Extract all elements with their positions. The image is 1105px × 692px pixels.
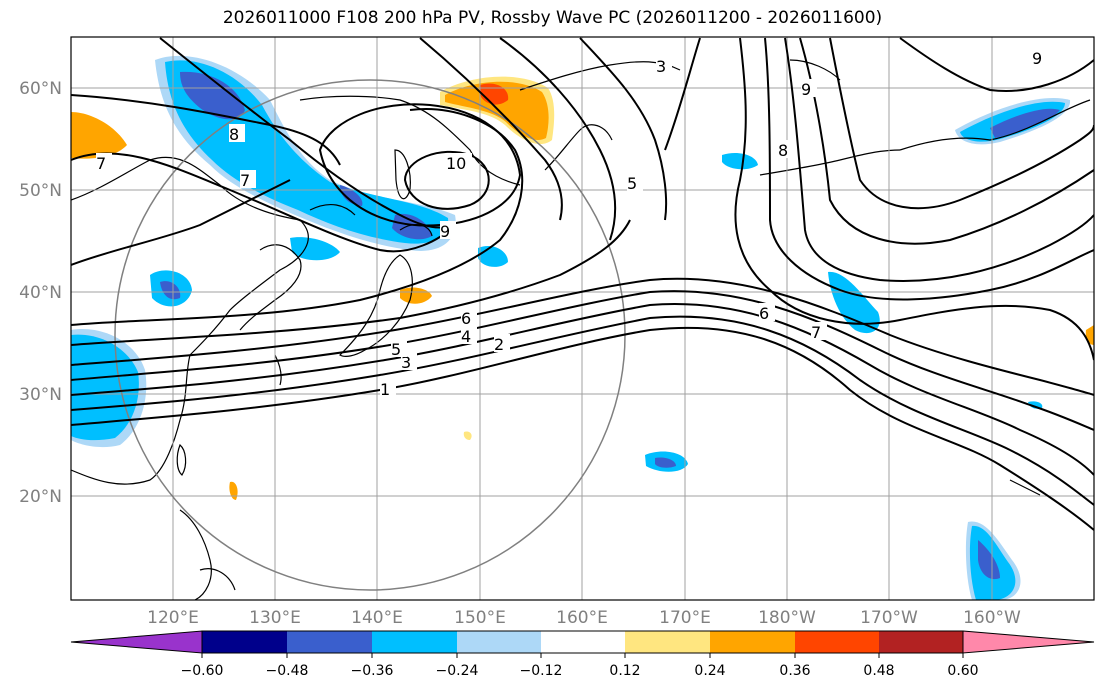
contour-label: 9 <box>440 222 450 241</box>
contour-label: 8 <box>778 141 788 160</box>
lon-axis: 120°E 130°E 140°E 150°E 160°E 170°E 180°… <box>147 608 1021 628</box>
colorbar-tick-label: 0.48 <box>863 663 894 679</box>
lon-tick-label: 150°E <box>454 608 506 628</box>
contour-label: 3 <box>656 57 666 76</box>
positive-anomaly-shading <box>71 76 1094 500</box>
contour-label: 6 <box>759 304 769 323</box>
lat-tick-label: 20°N <box>19 487 62 507</box>
lon-tick-label: 140°E <box>351 608 403 628</box>
contour-label: 7 <box>811 323 821 342</box>
colorbar-tick-label: 0.36 <box>779 663 810 679</box>
contour-labels: 1 2 3 4 5 6 7 8 9 10 3 5 6 7 <box>96 48 1048 399</box>
contour-label: 4 <box>461 327 471 346</box>
contour-label: 7 <box>96 154 106 173</box>
contour-label: 10 <box>446 154 466 173</box>
lon-tick-label: 130°E <box>249 608 301 628</box>
colorbar-tick-label: 0.60 <box>947 663 978 679</box>
contour-label: 9 <box>801 80 811 99</box>
colorbar-tick-label: −0.36 <box>351 663 394 679</box>
colorbar-segment <box>625 631 710 653</box>
contour-label: 9 <box>1032 49 1042 68</box>
colorbar-segment <box>710 631 795 653</box>
colorbar-segment <box>372 631 457 653</box>
contour-label: 7 <box>240 171 250 190</box>
lat-tick-label: 30°N <box>19 385 62 405</box>
lat-tick-label: 60°N <box>19 79 62 99</box>
colorbar-segment <box>457 631 541 653</box>
lon-tick-label: 120°E <box>147 608 199 628</box>
pv-contours <box>71 37 1094 531</box>
colorbar-tick-label: 0.24 <box>694 663 725 679</box>
colorbar-segment <box>287 631 372 653</box>
lon-tick-label: 170°E <box>659 608 711 628</box>
colorbar-segment <box>795 631 879 653</box>
map-frame <box>70 36 1095 601</box>
lon-tick-label: 160°W <box>963 608 1021 628</box>
negative-anomaly-shading <box>71 55 1071 600</box>
colorbar: −0.60 −0.48 −0.36 −0.24 −0.12 0.12 0.24 … <box>70 630 1095 679</box>
contour-label: 5 <box>627 174 637 193</box>
colorbar-tick-label: −0.48 <box>266 663 309 679</box>
contour-label: 5 <box>391 340 401 359</box>
colorbar-segment <box>202 631 287 653</box>
lat-axis: 60°N 50°N 40°N 30°N 20°N <box>19 79 62 507</box>
colorbar-extend-low <box>70 630 203 654</box>
colorbar-tick-label: −0.24 <box>436 663 479 679</box>
lon-tick-label: 160°E <box>556 608 608 628</box>
lat-tick-label: 50°N <box>19 181 62 201</box>
colorbar-tick-label: 0.12 <box>609 663 640 679</box>
colorbar-segment <box>541 631 625 653</box>
contour-label: 6 <box>461 309 471 328</box>
contour-label: 3 <box>401 353 411 372</box>
map-title: 2026011000 F108 200 hPa PV, Rossby Wave … <box>222 8 883 28</box>
contour-label: 2 <box>494 335 504 354</box>
colorbar-segment <box>879 631 963 653</box>
colorbar-tick-label: −0.12 <box>520 663 563 679</box>
contour-label: 8 <box>229 125 239 144</box>
lon-tick-label: 170°W <box>860 608 918 628</box>
colorbar-tick-label: −0.60 <box>181 663 224 679</box>
colorbar-extend-high <box>962 630 1095 654</box>
contour-label: 1 <box>380 380 390 399</box>
lat-tick-label: 40°N <box>19 283 62 303</box>
lon-tick-label: 180°W <box>758 608 816 628</box>
